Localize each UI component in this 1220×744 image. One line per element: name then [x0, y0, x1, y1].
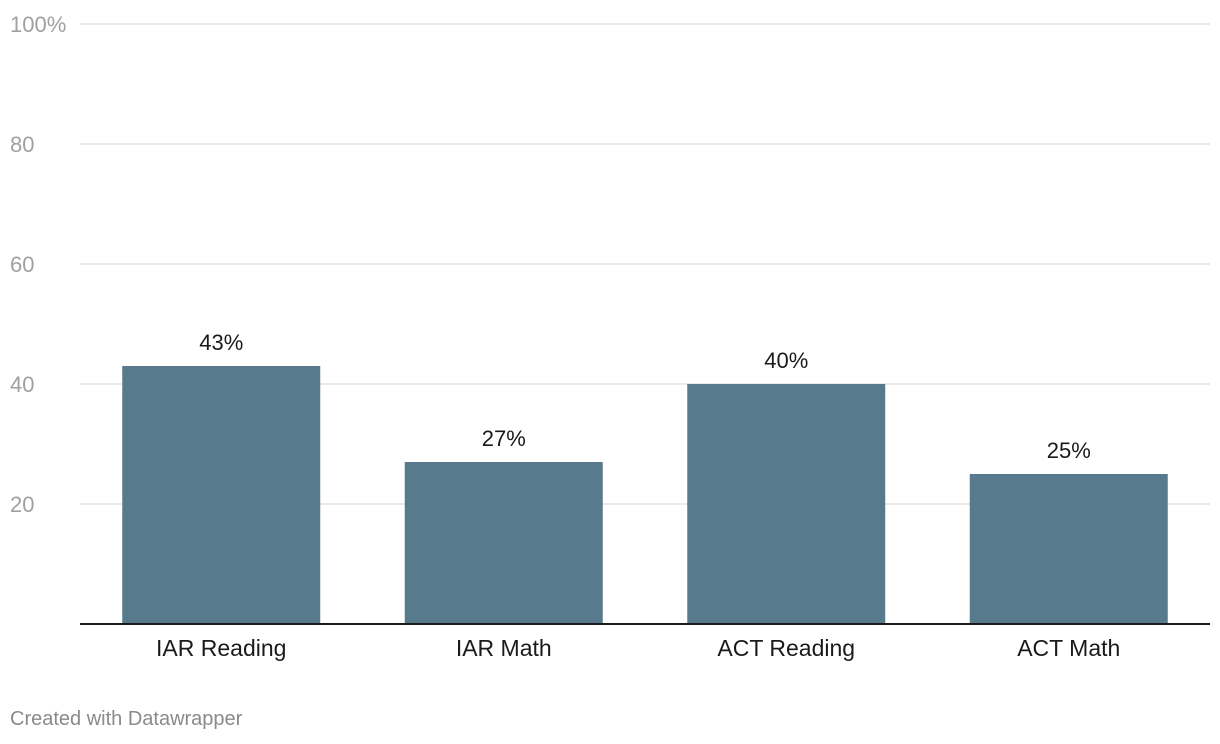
bar-value-label: 40%: [764, 348, 808, 373]
y-tick-label: 20: [10, 492, 34, 517]
bar: [122, 366, 321, 624]
credit-text: Created with Datawrapper: [10, 708, 243, 730]
bar-value-label: 43%: [199, 330, 243, 355]
y-tick-label: 40: [10, 372, 34, 397]
bar-value-label: 27%: [482, 426, 526, 451]
x-category-label: ACT Reading: [717, 635, 855, 661]
y-tick-label: 60: [10, 252, 34, 277]
x-category-label: ACT Math: [1017, 635, 1120, 661]
bar: [687, 384, 886, 624]
x-category-label: IAR Math: [456, 635, 552, 661]
y-axis-ticks: 20 40 60 80 100%: [10, 12, 66, 517]
x-category-label: IAR Reading: [156, 635, 286, 661]
value-labels: 43% 27% 40% 25%: [199, 330, 1091, 463]
x-axis-labels: IAR Reading IAR Math ACT Reading ACT Math: [156, 635, 1120, 661]
bar-value-label: 25%: [1047, 438, 1091, 463]
y-tick-label: 100%: [10, 12, 66, 37]
bar: [404, 462, 603, 624]
bars: [122, 366, 1168, 624]
bar: [969, 474, 1168, 624]
y-tick-label: 80: [10, 132, 34, 157]
